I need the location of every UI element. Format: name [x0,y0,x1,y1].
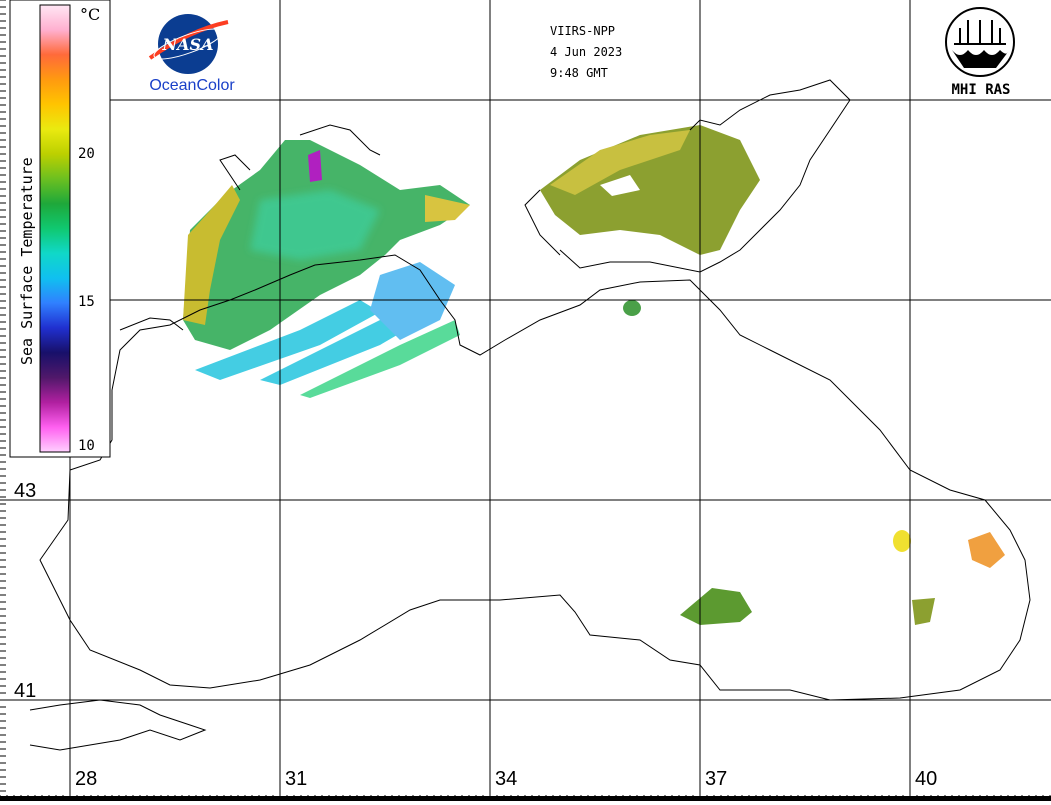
sst-data-layer [183,125,1005,625]
coastline-crimea [524,189,561,256]
nasa-logo-text: NASA [161,35,213,54]
colorbar-tick-15: 15 [78,294,95,310]
lon-label-31: 31 [285,768,307,790]
colorbar-strip [39,4,71,453]
sst-patch-crimea-small [623,300,641,316]
coastline [39,254,1031,701]
lon-label-40: 40 [915,768,937,790]
date-label: 4 Jun 2023 [550,45,622,59]
mhi-label: MHI RAS [951,82,1010,98]
sst-patch-azov-white [600,175,640,196]
time-label: 9:48 GMT [550,66,608,80]
coastline-nw [119,124,381,331]
lon-label-28: 28 [75,768,97,790]
sst-patch-warm-east [968,532,1005,568]
colorbar-unit: °C [80,5,100,24]
colorbar-tick-20: 20 [78,146,95,162]
lat-label-43: 43 [14,480,36,502]
sst-patch-nw-coastal [183,185,240,325]
sst-patch-yellow-east [893,530,911,552]
mhi-logo [945,7,1015,77]
colorbar-tick-10: 10 [78,438,95,454]
sst-patch-nw-cyan [250,190,380,260]
lat-label-41: 41 [14,680,36,702]
sst-patch-odessa [425,195,470,222]
lon-label-34: 34 [495,768,517,790]
frame-bottom-bar [0,796,1051,801]
colorbar-title: Sea Surface Temperature [18,157,36,365]
oceancolor-label: OceanColor [149,77,235,94]
lon-label-37: 37 [705,768,727,790]
nasa-logo: NASA [148,14,229,74]
coastline-marmara [29,699,207,751]
sst-patch-danube-cold [308,150,322,182]
sst-patch-east-small [912,598,935,625]
sst-patch-south [680,588,752,625]
sst-streaks [195,262,460,398]
coastline-azov [559,79,851,273]
satellite-label: VIIRS-NPP [550,24,615,38]
sst-patch-azov-yellow [550,130,690,195]
